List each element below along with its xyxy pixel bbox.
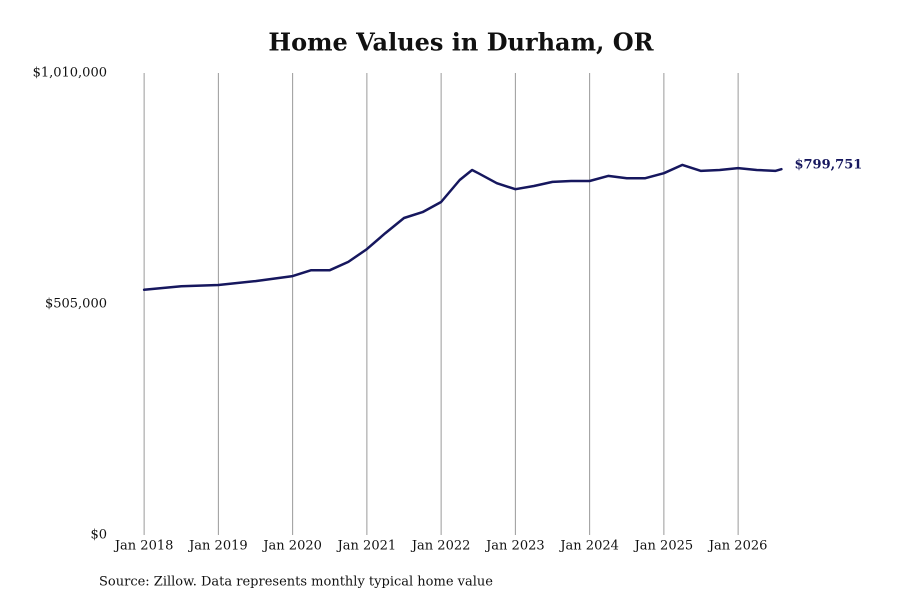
x-tick-label: Jan 2020 — [261, 539, 322, 554]
x-tick-label: Jan 2025 — [633, 539, 694, 554]
x-tick-label: Jan 2022 — [410, 539, 471, 554]
source-note: Source: Zillow. Data represents monthly … — [99, 575, 493, 590]
chart-title: Home Values in Durham, OR — [268, 28, 654, 57]
x-tick-label: Jan 2024 — [558, 539, 619, 554]
x-tick-label: Jan 2019 — [187, 539, 248, 554]
value-line — [142, 163, 783, 292]
end-value-label: $799,751 — [794, 158, 862, 173]
y-tick-label: $0 — [90, 528, 107, 543]
x-tick-label: Jan 2018 — [113, 539, 174, 554]
x-tick-label: Jan 2023 — [484, 539, 545, 554]
x-tick-label: Jan 2026 — [707, 539, 768, 554]
x-tick-label: Jan 2021 — [336, 539, 397, 554]
y-tick-label: $1,010,000 — [33, 66, 107, 81]
y-tick-label: $505,000 — [45, 297, 107, 312]
